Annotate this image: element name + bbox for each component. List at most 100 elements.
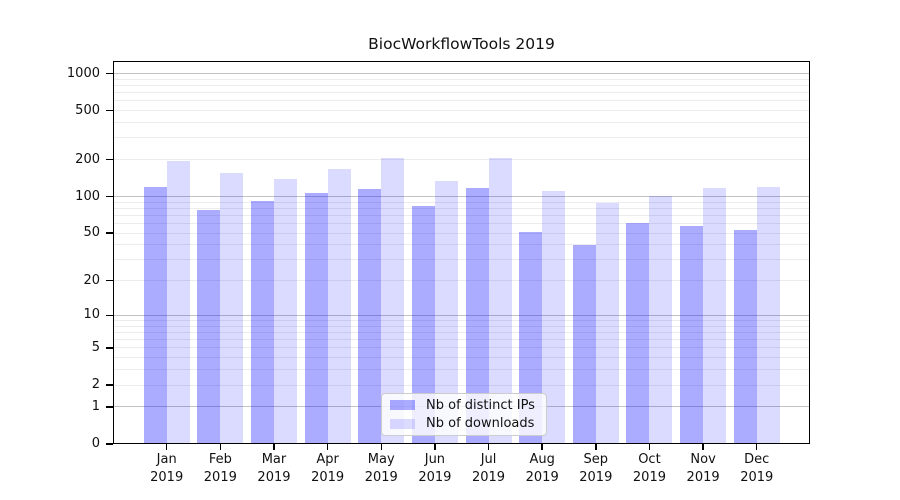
bar-distinct-ips-jan: [143, 187, 167, 444]
bar-downloads-feb: [220, 172, 244, 444]
x-axis-tick: [380, 444, 382, 450]
gridline-minor: [113, 244, 810, 246]
bar-distinct-ips-may: [358, 189, 382, 444]
x-axis-tick: [326, 444, 329, 450]
x-axis-tick-label: Oct 2019: [619, 451, 679, 487]
chart-title: BiocWorkflowTools 2019: [368, 35, 555, 53]
y-axis-tick: [106, 384, 113, 386]
x-axis-tick: [166, 444, 168, 450]
x-axis-tick-label-month: Mar: [261, 452, 287, 467]
x-axis-tick-label: Jun 2019: [405, 451, 465, 487]
y-axis-tick: [106, 195, 113, 198]
gridline-minor: [113, 280, 810, 282]
x-axis-tick-label-year: 2019: [418, 470, 452, 485]
bar-downloads-jul: [488, 158, 512, 444]
gridline-minor: [113, 159, 810, 161]
y-axis-tick: [106, 314, 113, 317]
bar-distinct-ips-feb: [197, 209, 221, 444]
bar-downloads-jan: [166, 160, 190, 444]
y-axis-tick: [106, 232, 113, 234]
y-axis-tick-label: 100: [75, 188, 100, 204]
legend: Nb of distinct IPs Nb of downloads: [381, 393, 547, 436]
x-axis-tick-label-year: 2019: [150, 470, 184, 485]
y-axis-tick: [106, 347, 113, 349]
x-axis-tick-label-month: Jun: [424, 452, 446, 467]
y-axis-tick: [106, 406, 113, 408]
gridline-minor: [113, 259, 810, 261]
x-axis-tick-label-year: 2019: [364, 470, 398, 485]
bar-downloads-aug: [542, 190, 566, 444]
gridline-minor: [113, 384, 810, 386]
gridline-minor: [113, 137, 810, 139]
gridline-major: [113, 73, 810, 74]
gridline-minor: [113, 100, 810, 102]
x-axis-tick-label-year: 2019: [257, 470, 291, 485]
y-axis-tick: [106, 280, 113, 282]
bar-distinct-ips-jun: [411, 206, 435, 444]
x-axis-tick-label-year: 2019: [686, 470, 720, 485]
x-axis-tick-label-year: 2019: [579, 470, 613, 485]
gridline-minor: [113, 331, 810, 333]
legend-swatch-downloads: [390, 418, 415, 429]
x-axis-tick-label-month: Oct: [638, 452, 661, 467]
x-axis-tick-label: Mar 2019: [244, 451, 304, 487]
gridline-minor: [113, 214, 810, 216]
y-axis-tick-label: 10: [83, 307, 100, 323]
x-axis-tick-label-month: Jul: [480, 452, 497, 467]
x-axis-tick-label-month: May: [367, 452, 395, 467]
y-axis-tick-label: 200: [75, 151, 100, 167]
gridline-major: [113, 314, 810, 316]
x-axis-tick-label-year: 2019: [471, 470, 506, 485]
x-axis-tick-label: May 2019: [351, 451, 411, 487]
legend-swatch-distinct-ips: [390, 400, 415, 411]
legend-item-downloads: Nb of downloads: [382, 415, 546, 433]
y-axis-tick-label: 500: [75, 102, 100, 118]
x-axis-tick-label: Feb 2019: [190, 451, 250, 487]
gridline-minor: [113, 347, 810, 349]
x-axis-tick: [434, 444, 436, 450]
x-axis-tick-label-month: Dec: [744, 452, 770, 467]
x-axis-tick-label: Aug 2019: [512, 451, 572, 487]
bar-distinct-ips-mar: [250, 200, 274, 444]
x-axis-tick: [219, 444, 222, 450]
bar-downloads-sep: [595, 203, 619, 444]
x-axis-tick-label: Sep 2019: [566, 451, 626, 487]
x-axis-tick-label: Jul 2019: [459, 451, 519, 487]
x-axis-tick-label: Apr 2019: [298, 451, 358, 487]
bar-downloads-dec: [756, 186, 780, 444]
gridline-minor: [113, 320, 810, 322]
y-axis-tick-label: 20: [83, 272, 100, 288]
y-axis-tick: [106, 443, 113, 445]
bar-distinct-ips-oct: [626, 222, 650, 444]
x-axis-tick: [487, 444, 490, 450]
gridline-minor: [113, 84, 810, 86]
y-axis-tick-label: 0: [91, 436, 100, 451]
x-axis-tick-label-month: Apr: [316, 452, 339, 467]
bar-downloads-nov: [703, 187, 727, 444]
x-axis-tick-label-month: Nov: [690, 452, 716, 467]
legend-label-downloads: Nb of downloads: [426, 416, 535, 432]
gridline-minor: [113, 122, 810, 124]
y-axis-tick-label: 50: [83, 225, 100, 241]
x-axis-tick-label-year: 2019: [632, 470, 666, 485]
x-axis-tick: [595, 444, 597, 450]
gridline-minor: [113, 207, 810, 209]
x-axis-tick-label: Nov 2019: [673, 451, 733, 487]
gridline-minor: [113, 110, 810, 112]
gridline-minor: [113, 325, 810, 327]
x-axis-tick: [756, 444, 758, 450]
x-axis-tick: [273, 444, 275, 450]
y-axis-tick: [106, 109, 113, 112]
bar-downloads-oct: [649, 195, 673, 444]
x-axis-tick: [648, 444, 651, 450]
bar-distinct-ips-sep: [572, 244, 596, 444]
bar-downloads-mar: [273, 178, 297, 444]
bar-downloads-apr: [327, 168, 351, 444]
x-axis-tick-label-year: 2019: [203, 470, 237, 485]
x-axis-tick-label-year: 2019: [525, 470, 559, 485]
gridline-minor: [113, 357, 810, 359]
y-axis-tick-label: 5: [91, 339, 100, 355]
gridline-minor: [113, 223, 810, 225]
x-axis-tick-label-year: 2019: [311, 470, 345, 485]
bar-downloads-jun: [434, 180, 458, 444]
